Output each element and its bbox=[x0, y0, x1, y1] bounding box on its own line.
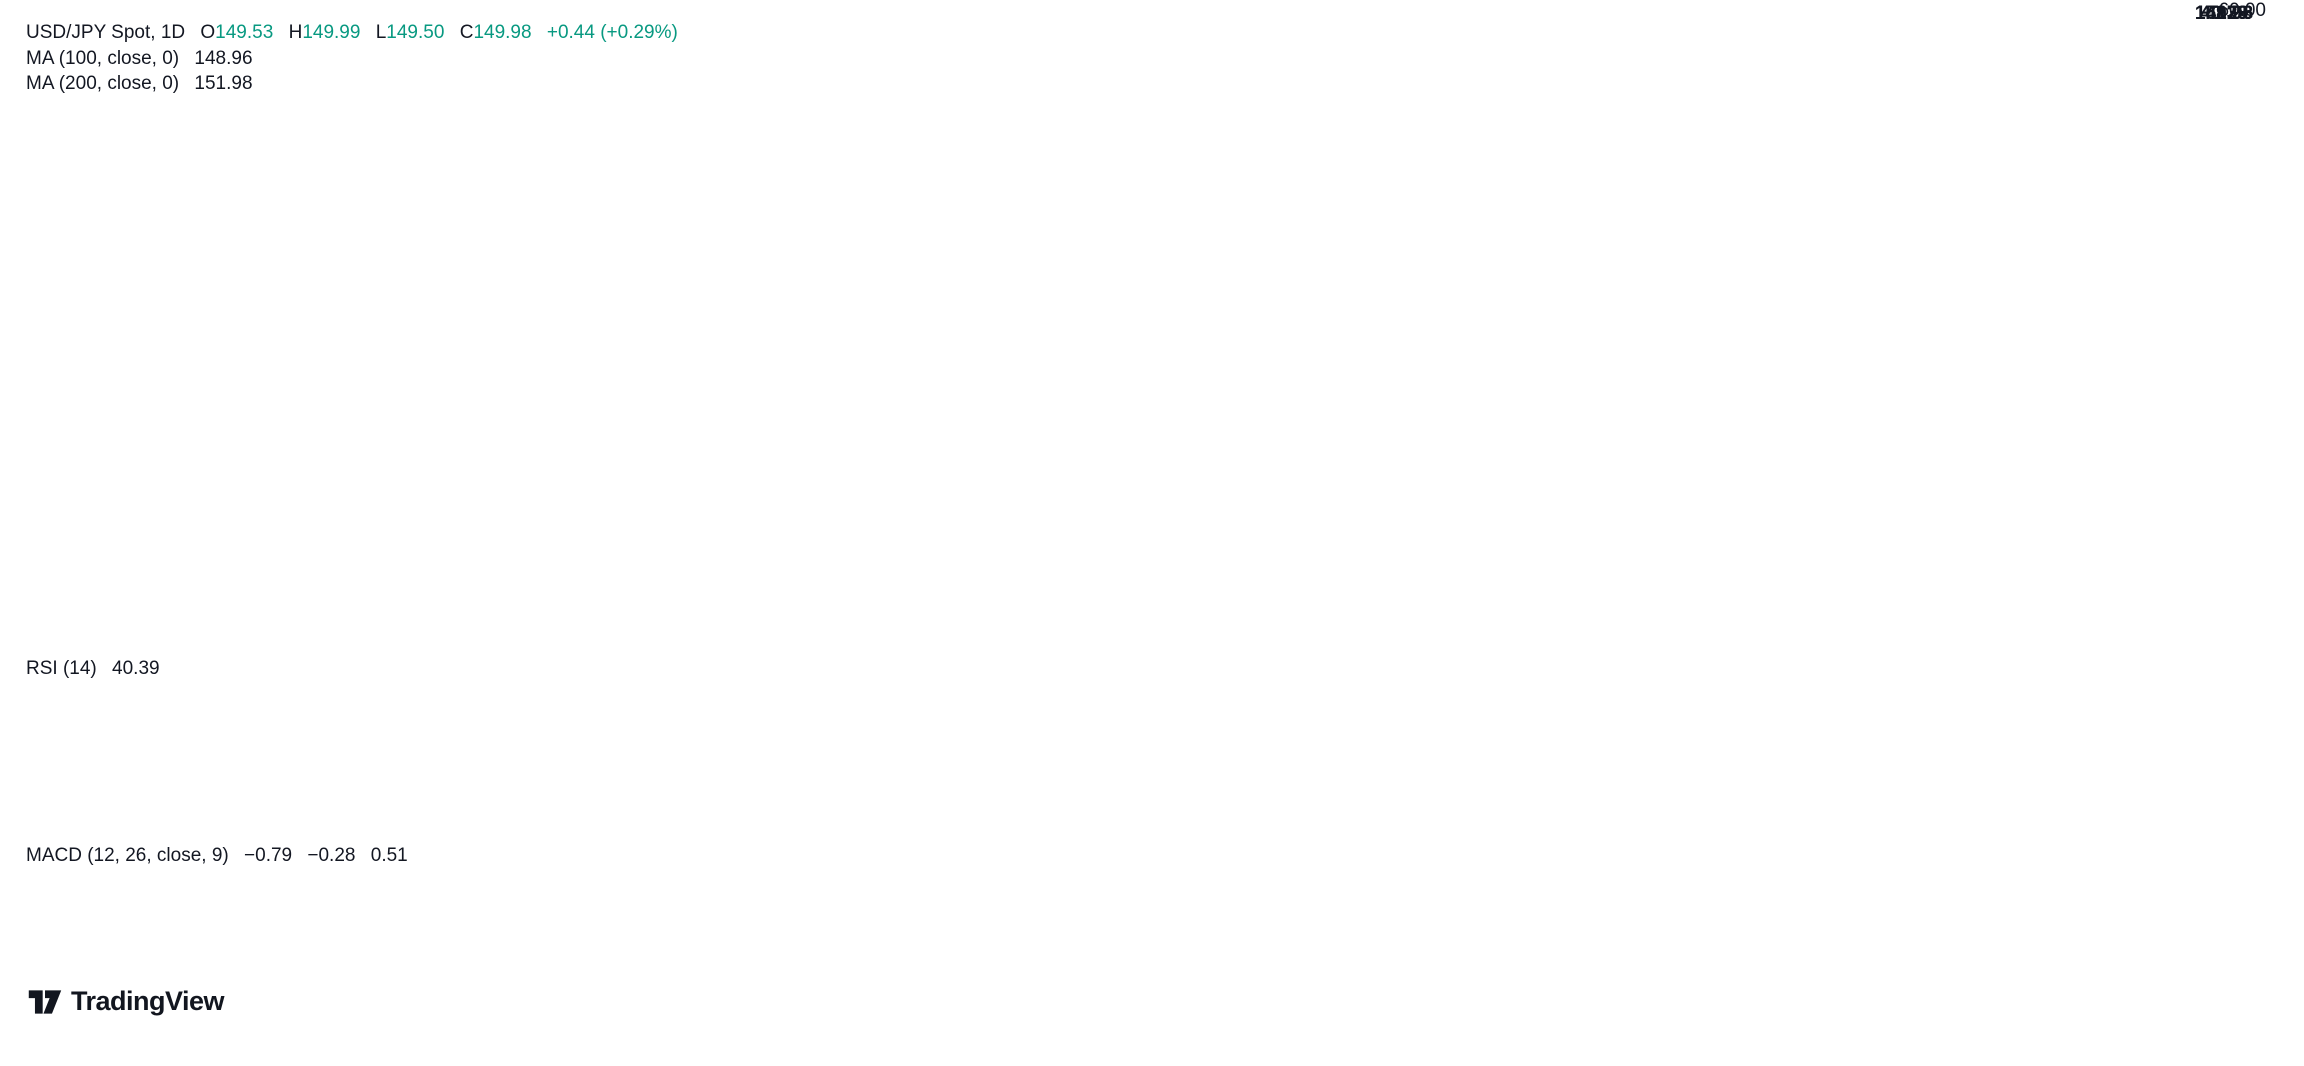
macd-line-value: −0.28 bbox=[307, 845, 356, 866]
tradingview-logo-link[interactable]: TradingView bbox=[28, 986, 225, 1017]
ohlc-high-label: H bbox=[288, 22, 303, 43]
rsi-label: RSI (14) bbox=[26, 658, 97, 679]
ohlc-open-value: 149.53 bbox=[215, 22, 274, 43]
symbol-title: USD/JPY Spot, 1D bbox=[26, 22, 186, 43]
rsi-value: 40.39 bbox=[112, 658, 160, 679]
ma100-legend-row[interactable]: MA (100, close, 0) 148.96 bbox=[26, 48, 253, 70]
last-price-badge: 149.98 bbox=[2194, 3, 2254, 24]
macd-line-badge: −0.28 bbox=[2199, 3, 2249, 24]
symbol-legend-row[interactable]: USD/JPY Spot, 1D O149.53 H149.99 L149.50… bbox=[26, 22, 678, 44]
ma200-price-badge: 151.98 bbox=[2194, 3, 2254, 24]
macd-histogram-value: −0.79 bbox=[244, 845, 293, 866]
ma200-value: 151.98 bbox=[194, 73, 253, 94]
ma100-value: 148.96 bbox=[194, 48, 253, 69]
tradingview-brand-text: TradingView bbox=[71, 986, 225, 1016]
macd-histogram-badge: −0.79 bbox=[2199, 3, 2249, 24]
ohlc-close-label: C bbox=[459, 22, 474, 43]
ma200-legend-row[interactable]: MA (200, close, 0) 151.98 bbox=[26, 73, 253, 95]
ma100-price-badge: 148.96 bbox=[2194, 3, 2254, 24]
ohlc-close-value: 149.98 bbox=[473, 22, 532, 43]
rsi-axis-label-60: 60.00 bbox=[2218, 0, 2266, 21]
rsi-value-badge: 40.39 bbox=[2200, 3, 2248, 24]
macd-legend-row[interactable]: MACD (12, 26, close, 9) −0.79 −0.28 0.51 bbox=[26, 845, 408, 867]
rsi-legend-row[interactable]: RSI (14) 40.39 bbox=[26, 658, 160, 680]
macd-signal-value: 0.51 bbox=[370, 845, 408, 866]
ma100-label: MA (100, close, 0) bbox=[26, 48, 180, 69]
ohlc-open-label: O bbox=[200, 22, 216, 43]
tradingview-logo-icon bbox=[28, 989, 62, 1014]
change-value: +0.44 (+0.29%) bbox=[546, 22, 678, 43]
ohlc-high-value: 149.99 bbox=[302, 22, 361, 43]
ma200-label: MA (200, close, 0) bbox=[26, 73, 180, 94]
ohlc-low-value: 149.50 bbox=[386, 22, 445, 43]
macd-label: MACD (12, 26, close, 9) bbox=[26, 845, 229, 866]
ohlc-low-label: L bbox=[375, 22, 387, 43]
